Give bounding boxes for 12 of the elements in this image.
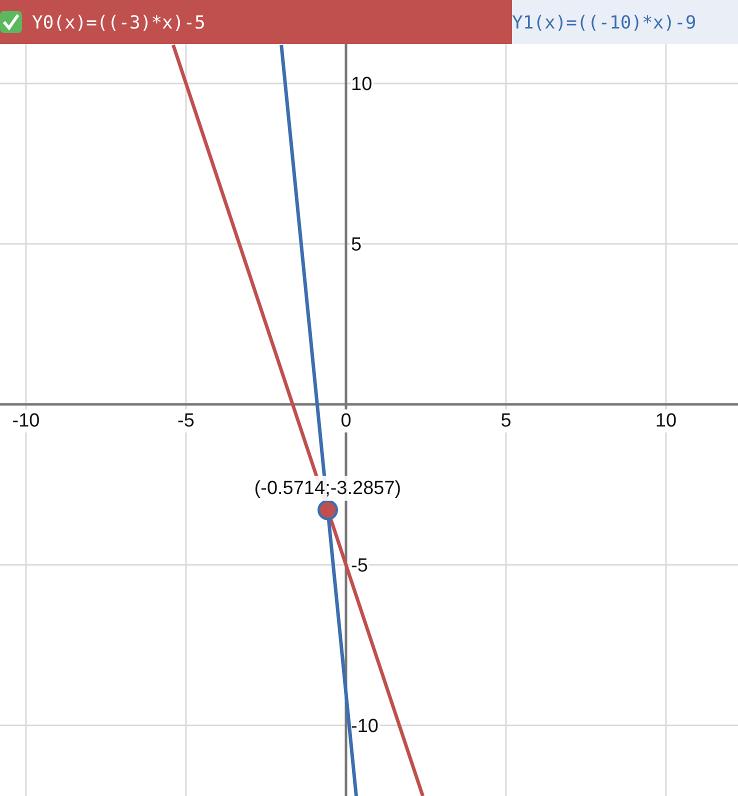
x-tick-label: 5 (500, 410, 512, 432)
y-tick-label: 10 (351, 74, 372, 96)
y-tick-label: -10 (351, 716, 378, 738)
y-tick-label: 5 (351, 234, 362, 256)
annotation: (-0.5714;-3.2857) (254, 478, 402, 499)
x-tick-label: 10 (655, 410, 677, 432)
x-tick-label: -10 (12, 410, 40, 432)
x-tick-label: 0 (340, 410, 352, 432)
y-tick-label: -5 (351, 556, 368, 577)
legend-header: Y0(x)=((-3)*x)-5 Y1(x)=((-10)*x)-9 (0, 0, 738, 44)
x-tick-label: -5 (178, 410, 194, 432)
series-label: Y0(x)=((-3)*x)-5 (32, 12, 206, 34)
